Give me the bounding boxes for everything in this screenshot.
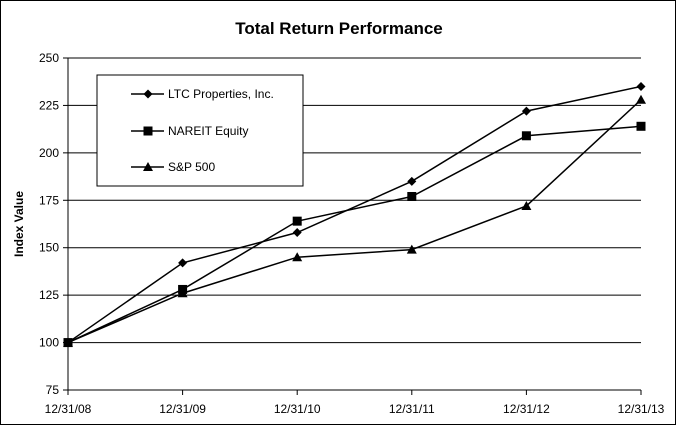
data-point-marker xyxy=(636,94,646,104)
y-tick-label: 150 xyxy=(39,241,59,255)
data-point-marker xyxy=(292,228,302,238)
x-tick-labels: 12/31/08 12/31/09 12/31/10 12/31/11 12/31/12… xyxy=(45,402,665,416)
data-point-marker xyxy=(177,288,188,298)
y-tick-labels: 75 100 125 150 175 200 225 250 xyxy=(39,51,59,397)
y-tick-label: 125 xyxy=(39,288,59,302)
y-tick-label: 250 xyxy=(39,51,59,65)
legend-swatch-marker xyxy=(143,89,153,99)
data-point-marker xyxy=(63,337,73,347)
data-point-marker xyxy=(521,200,532,210)
chart-title: Total Return Performance xyxy=(235,19,443,38)
series-group xyxy=(63,81,646,348)
data-point-marker xyxy=(407,191,417,201)
legend-entry-label: S&P 500 xyxy=(168,160,215,174)
y-tick-label: 75 xyxy=(46,383,60,397)
legend: LTC Properties, Inc. NAREIT Equity S&P 500 xyxy=(96,74,304,187)
x-tick-label: 12/31/10 xyxy=(274,402,321,416)
axes xyxy=(63,57,642,395)
y-tick-label: 175 xyxy=(39,193,59,207)
series-line xyxy=(67,99,642,344)
legend-swatch-marker xyxy=(143,126,153,136)
legend-swatch-marker xyxy=(143,162,153,171)
series-3 xyxy=(63,94,646,347)
data-point-marker xyxy=(521,131,531,141)
legend-entry-label: LTC Properties, Inc. xyxy=(168,87,274,101)
x-tick-label: 12/31/11 xyxy=(389,402,435,416)
x-tick-label: 12/31/13 xyxy=(618,402,665,416)
series-line xyxy=(67,85,642,344)
data-point-marker xyxy=(292,252,303,262)
data-point-marker xyxy=(636,121,646,131)
y-tick-label: 100 xyxy=(39,336,59,350)
x-tick-label: 12/31/08 xyxy=(45,402,92,416)
data-point-marker xyxy=(521,106,531,116)
data-point-marker xyxy=(636,81,646,91)
data-point-marker xyxy=(178,258,188,268)
y-axis-label: Index Value xyxy=(12,191,26,257)
data-point-marker xyxy=(407,176,417,186)
x-tick-label: 12/31/12 xyxy=(503,402,550,416)
x-tick-label: 12/31/09 xyxy=(159,402,206,416)
legend-entry-label: NAREIT Equity xyxy=(168,124,248,138)
y-tick-label: 225 xyxy=(39,98,59,112)
y-tick-label: 200 xyxy=(39,146,59,160)
data-point-marker xyxy=(292,216,302,226)
series-line xyxy=(67,125,642,344)
data-point-marker xyxy=(406,244,417,254)
